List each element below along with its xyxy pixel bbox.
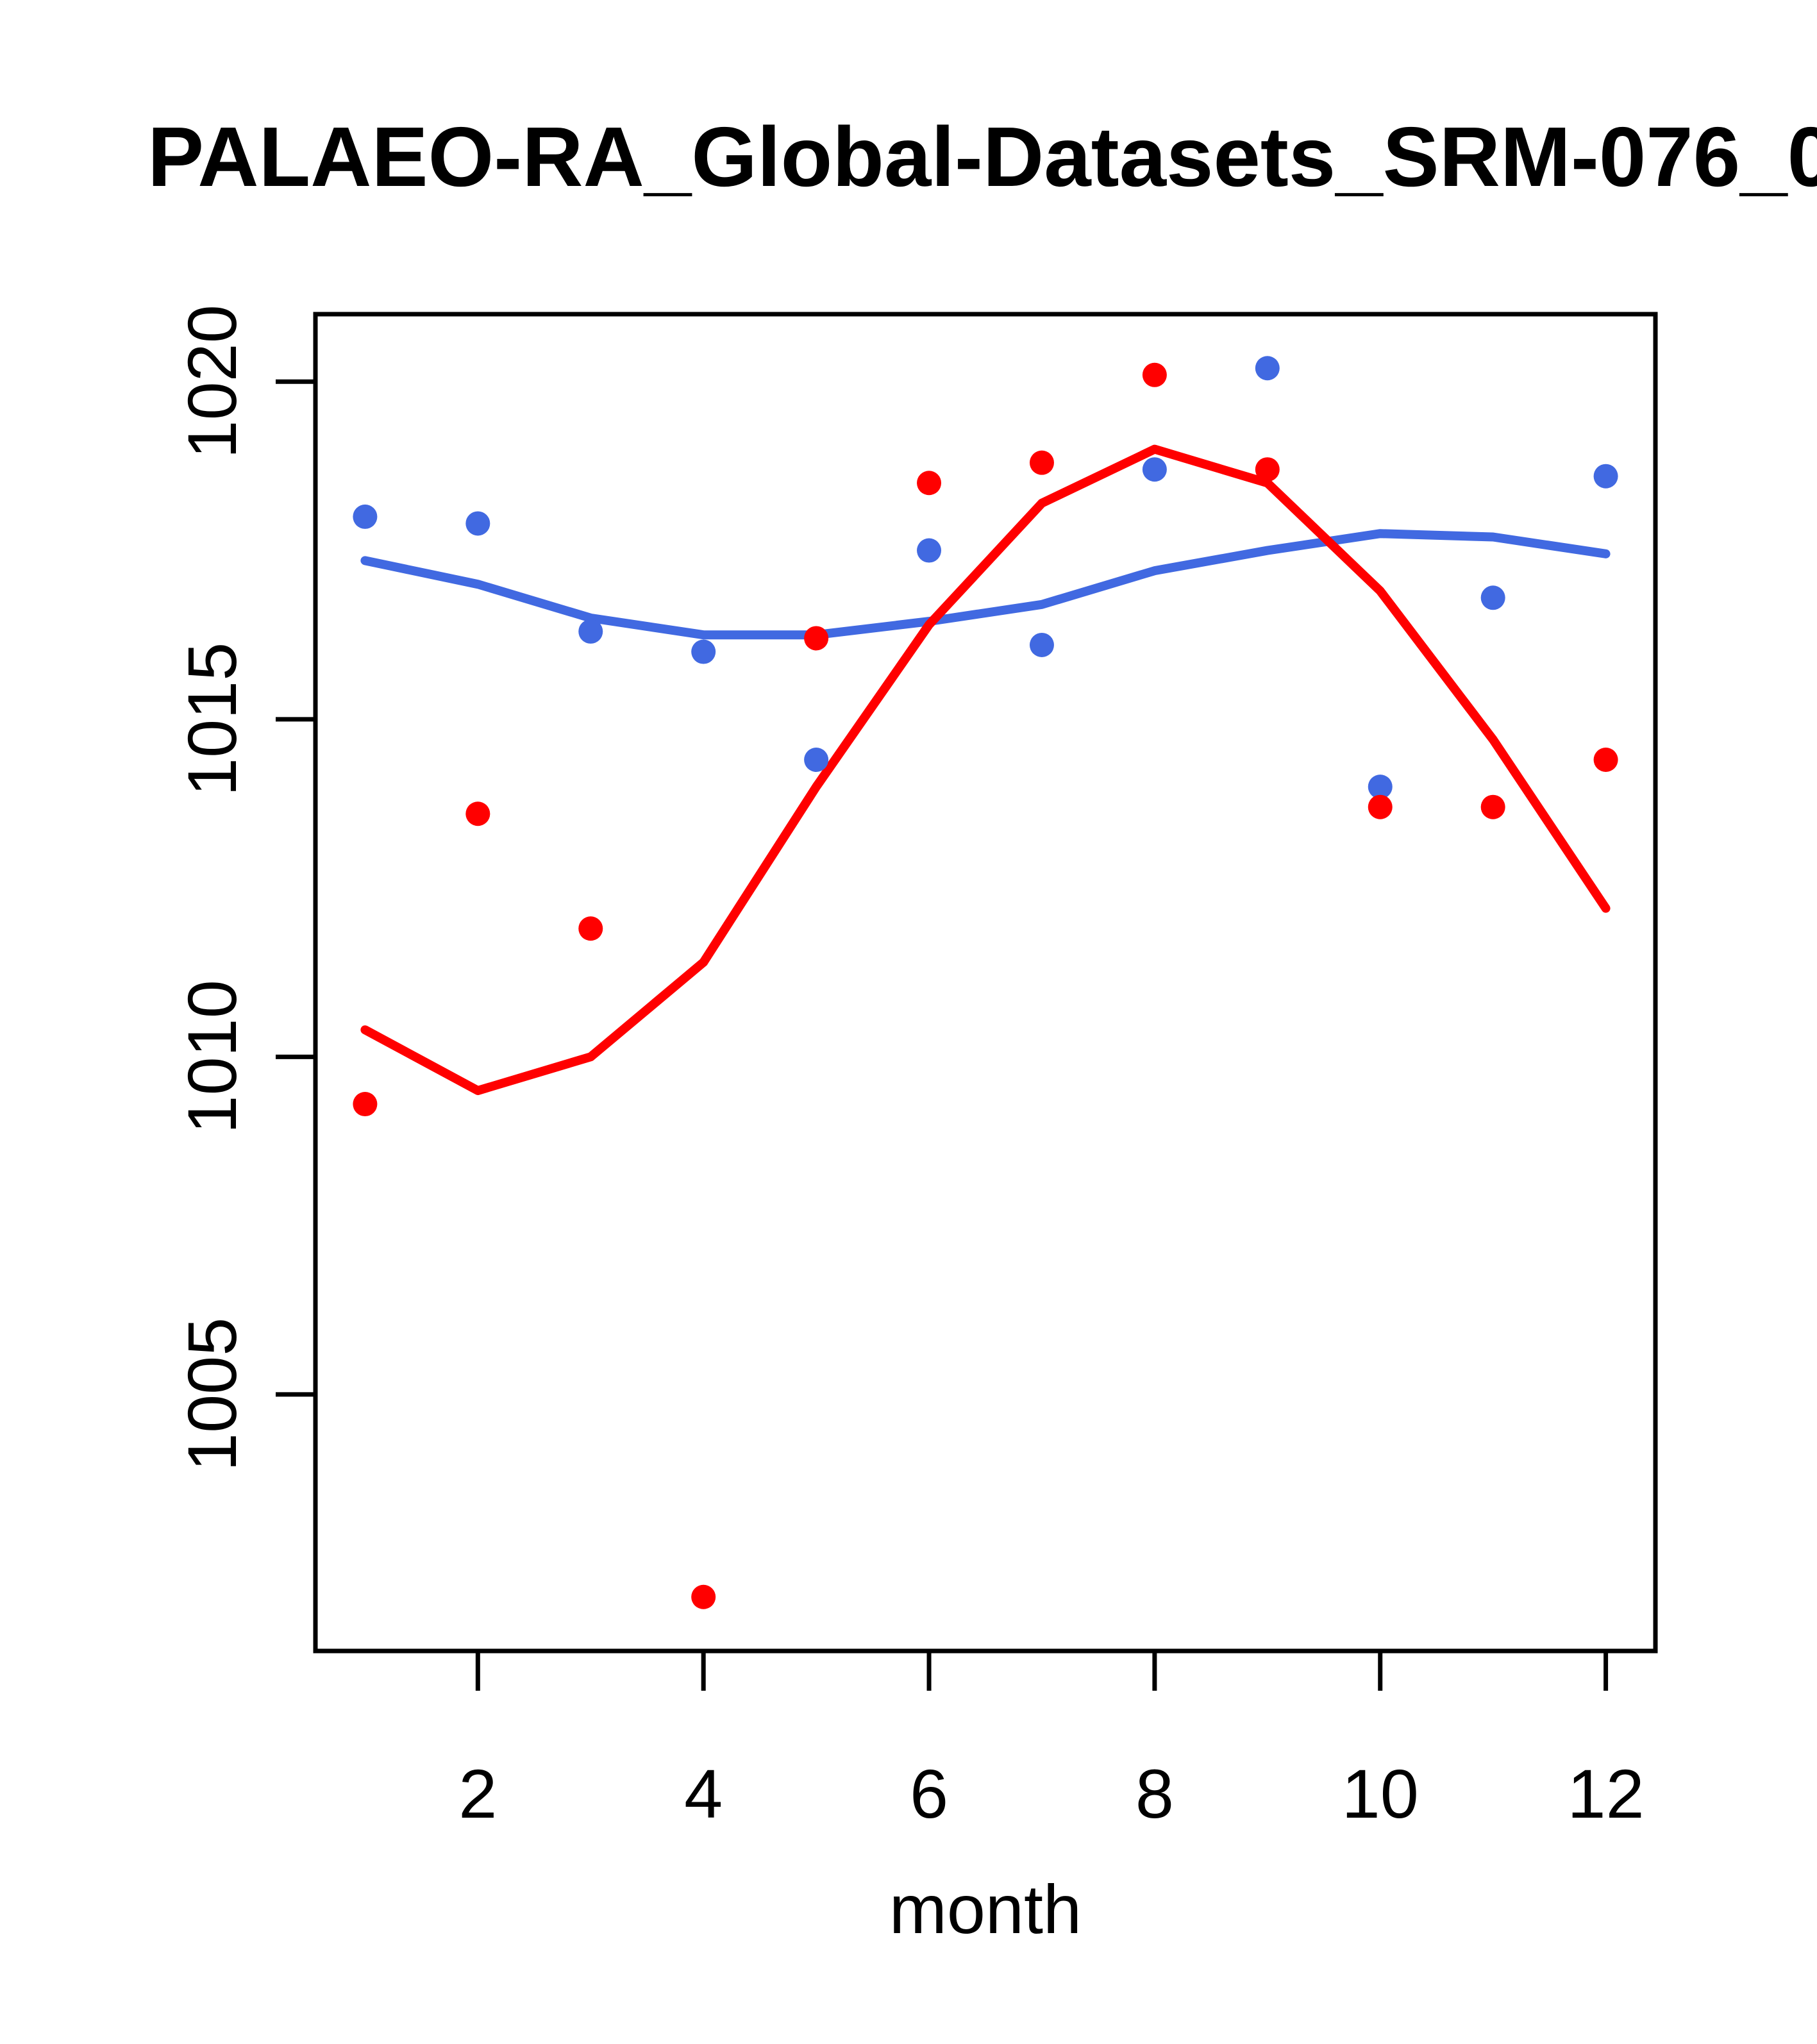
red-smooth-line: [360, 444, 1611, 1095]
y-axis: 1005 1010 1015 1020: [173, 305, 315, 1471]
y-tick-label: 1020: [173, 305, 251, 458]
blue-points-marker: [1368, 775, 1393, 800]
red-points-marker: [353, 1092, 378, 1117]
red-points-marker: [1368, 794, 1393, 819]
blue-points-marker: [691, 639, 716, 664]
red-points-marker: [691, 1584, 716, 1609]
x-tick-label: 8: [1135, 1755, 1174, 1832]
x-axis: 2 4 6 8 10 12: [458, 1651, 1645, 1832]
series-layer: [353, 356, 1618, 1609]
red-points-marker: [1029, 450, 1054, 475]
blue-points-marker: [1480, 585, 1505, 610]
plot-box: [313, 312, 1658, 1654]
y-tick-label: 1005: [173, 1318, 251, 1471]
blue-points-marker: [804, 748, 829, 772]
chart-title: PALAEO-RA_Global-Datasets_SRM-076_01_p: [147, 110, 1817, 204]
red-points-marker: [1142, 362, 1167, 387]
red-points-marker: [578, 916, 603, 941]
blue-points-marker: [1142, 457, 1167, 482]
blue-points-marker: [578, 619, 603, 644]
y-tick-label: 1015: [173, 642, 251, 796]
y-tick-label: 1010: [173, 980, 251, 1134]
blue-smooth-line: [360, 529, 1611, 640]
blue-points-marker: [1593, 464, 1618, 489]
blue-points-marker: [465, 511, 490, 536]
red-points-marker: [804, 626, 829, 651]
x-tick-label: 2: [458, 1755, 497, 1832]
blue-points-marker: [1029, 632, 1054, 657]
x-tick-label: 12: [1568, 1755, 1645, 1832]
red-points-marker: [1593, 748, 1618, 772]
red-points: [353, 362, 1618, 1609]
red-points-marker: [1255, 457, 1280, 482]
blue-points: [353, 356, 1618, 800]
x-tick-label: 6: [910, 1755, 948, 1832]
blue-points-marker: [353, 504, 378, 529]
red-points-marker: [917, 471, 942, 496]
blue-points-marker: [917, 538, 942, 563]
blue-points-marker: [1255, 356, 1280, 381]
red-points-marker: [465, 801, 490, 826]
red-points-marker: [1480, 794, 1505, 819]
x-tick-label: 4: [684, 1755, 723, 1832]
x-tick-label: 10: [1342, 1755, 1419, 1832]
x-axis-label: month: [889, 1870, 1082, 1948]
